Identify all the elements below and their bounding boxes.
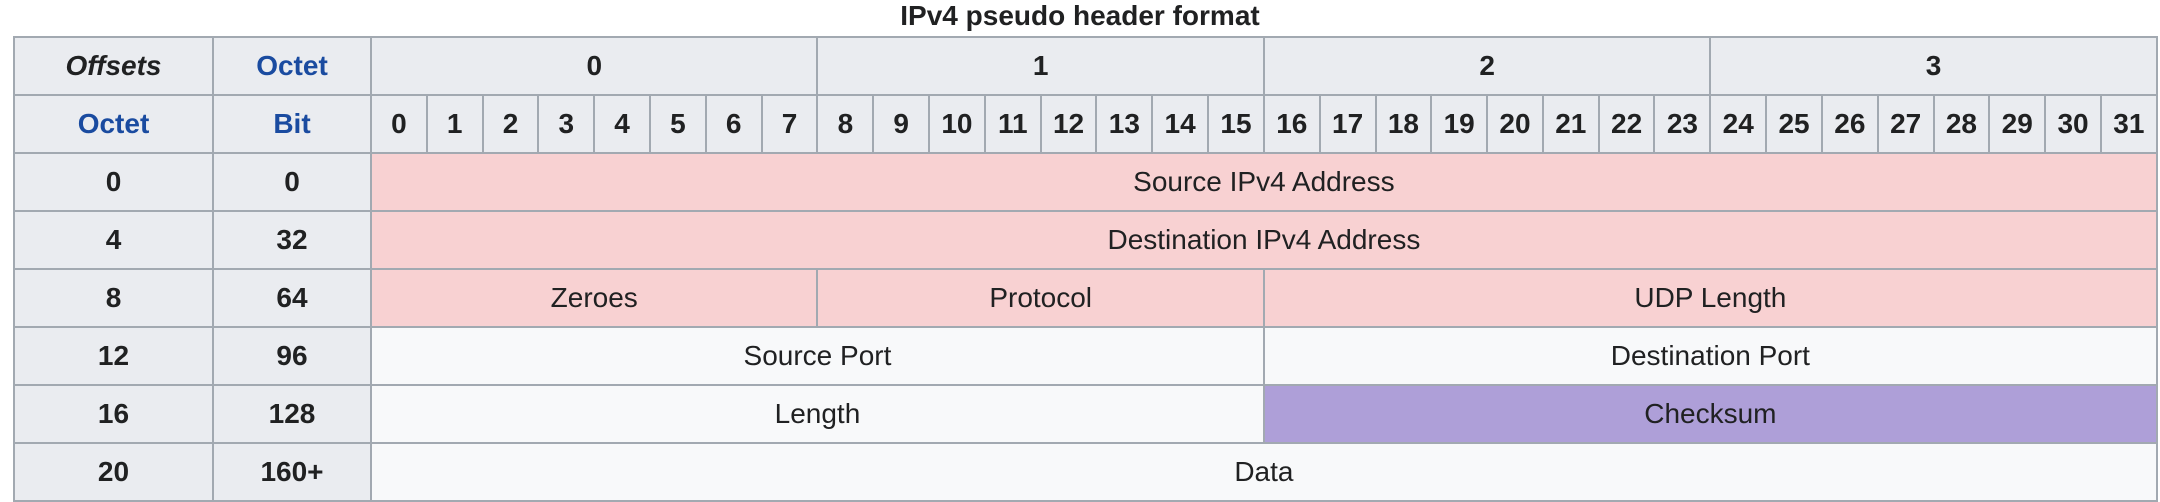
bit-header-17: 17: [1318, 94, 1377, 154]
row-octet-offset: 16: [13, 384, 214, 444]
bit-header-25: 25: [1765, 94, 1823, 154]
field-zeroes: Zeroes: [369, 268, 819, 328]
header-row: 20 160+ Data: [13, 442, 2158, 502]
header-row: 0 0 Source IPv4 Address: [13, 152, 2158, 212]
header-row: 8 64 Zeroes Protocol UDP Length: [13, 268, 2158, 328]
bit-header-27: 27: [1876, 94, 1935, 154]
header-row: 16 128 Length Checksum: [13, 384, 2158, 444]
bit-header-20: 20: [1486, 94, 1544, 154]
bit-header-1: 1: [425, 94, 484, 154]
bit-header-13: 13: [1095, 94, 1154, 154]
bit-header-8: 8: [816, 94, 875, 154]
bit-header-5: 5: [648, 94, 707, 154]
bit-header-3: 3: [537, 94, 596, 154]
field-data: Data: [370, 442, 2158, 502]
octet-header-3: 3: [1709, 36, 2158, 96]
bit-header-12: 12: [1039, 94, 1098, 154]
bit-header-9: 9: [872, 94, 931, 154]
row-bit-offset: 128: [212, 384, 372, 444]
bit-header-18: 18: [1374, 94, 1433, 154]
octet-row-header[interactable]: Octet: [13, 94, 214, 154]
field-length: Length: [370, 384, 1265, 444]
row-bit-offset: 160+: [212, 442, 372, 502]
row-octet-offset: 4: [13, 210, 214, 270]
field-source-ipv4-address: Source IPv4 Address: [370, 152, 2158, 212]
row-bit-offset: 64: [212, 268, 372, 328]
offsets-header: Offsets: [13, 36, 214, 96]
octet-header-0: 0: [369, 36, 819, 96]
octet-header-row: Offsets Octet 0 1 2 3: [13, 36, 2158, 96]
field-protocol: Protocol: [816, 268, 1265, 328]
row-octet-offset: 0: [13, 152, 214, 212]
bit-header-26: 26: [1820, 94, 1879, 154]
row-bit-offset: 0: [212, 152, 372, 212]
bit-header-28: 28: [1932, 94, 1991, 154]
field-source-port: Source Port: [370, 326, 1265, 386]
header-row: 4 32 Destination IPv4 Address: [13, 210, 2158, 270]
row-octet-offset: 8: [13, 268, 214, 328]
bit-header-22: 22: [1597, 94, 1656, 154]
field-destination-ipv4-address: Destination IPv4 Address: [370, 210, 2158, 270]
bit-header-0: 0: [370, 94, 428, 154]
row-octet-offset: 12: [13, 326, 214, 386]
bit-header-14: 14: [1151, 94, 1210, 154]
bit-header-11: 11: [983, 94, 1042, 154]
bit-header-7: 7: [760, 94, 819, 154]
row-bit-offset: 32: [212, 210, 372, 270]
bit-header-24: 24: [1709, 94, 1768, 154]
bit-header-10: 10: [928, 94, 986, 154]
bit-header-4: 4: [593, 94, 651, 154]
table-caption: IPv4 pseudo header format: [900, 0, 1260, 31]
field-udp-length: UDP Length: [1262, 268, 2158, 328]
row-bit-offset: 96: [212, 326, 372, 386]
octet-header-2: 2: [1262, 36, 1712, 96]
octet-column-header[interactable]: Octet: [212, 36, 372, 96]
bit-header-21: 21: [1541, 94, 1600, 154]
bit-header-15: 15: [1207, 94, 1265, 154]
bit-header-29: 29: [1988, 94, 2047, 154]
bit-header-31: 31: [2099, 94, 2158, 154]
bit-header-row: Octet Bit 0 1 2 3 4 5 6 7 8 9 10 11 12 13 14 15 16 17 18 19…: [13, 94, 2158, 154]
field-destination-port: Destination Port: [1262, 326, 2158, 386]
field-checksum: Checksum: [1262, 384, 2158, 444]
header-row: 12 96 Source Port Destination Port: [13, 326, 2158, 386]
bit-column-header[interactable]: Bit: [212, 94, 372, 154]
bit-header-23: 23: [1653, 94, 1712, 154]
octet-header-1: 1: [816, 36, 1265, 96]
bit-header-30: 30: [2044, 94, 2102, 154]
bit-header-6: 6: [704, 94, 763, 154]
row-octet-offset: 20: [13, 442, 214, 502]
bit-header-19: 19: [1430, 94, 1489, 154]
bit-header-16: 16: [1262, 94, 1321, 154]
bit-header-2: 2: [481, 94, 540, 154]
